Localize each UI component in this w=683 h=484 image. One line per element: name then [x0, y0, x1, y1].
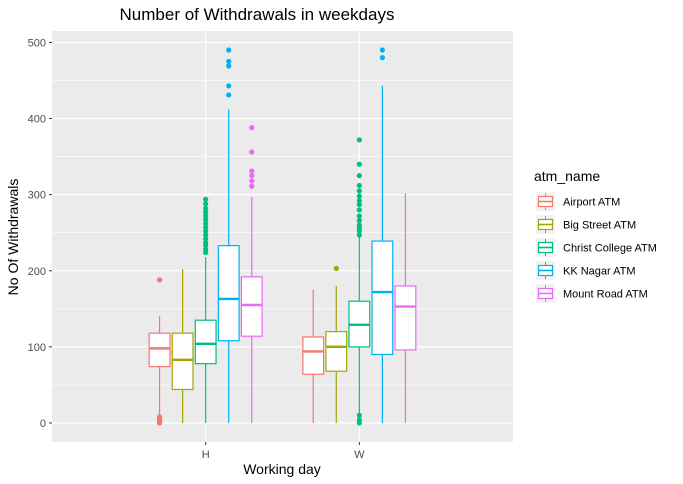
x-tick-label: W	[354, 449, 365, 461]
y-tick-label: 300	[28, 190, 46, 202]
box-christ-college-atm-H	[194, 196, 217, 423]
box-iqr	[171, 332, 194, 391]
y-tick-label: 100	[28, 342, 46, 354]
outlier-point	[356, 182, 362, 189]
outlier-point	[356, 198, 362, 204]
outlier-point	[203, 213, 209, 219]
outlier-point	[356, 188, 362, 194]
y-tick-label: 500	[28, 37, 46, 49]
box-kk-nagar-atm-W	[371, 47, 394, 423]
box-iqr	[148, 332, 171, 368]
outlier-point	[226, 63, 232, 69]
chart-title: Number of Withdrawals in weekdays	[120, 5, 395, 24]
outlier-point	[249, 125, 255, 131]
outlier-point	[203, 236, 209, 242]
box-iqr	[217, 245, 240, 342]
legend-items: Airport ATM Big Street ATM Christ College …	[536, 192, 657, 303]
outlier-point	[356, 232, 362, 238]
y-tick-label: 200	[28, 266, 46, 278]
plot-panel	[52, 31, 513, 442]
outlier-point	[249, 173, 255, 179]
legend-item: KK Nagar ATM	[536, 261, 636, 280]
legend-item: Big Street ATM	[536, 215, 636, 234]
box-iqr	[240, 276, 263, 337]
legend-item: Christ College ATM	[536, 238, 657, 257]
box-iqr	[302, 336, 325, 375]
outlier-point	[249, 183, 255, 189]
box-mount-road-atm-H	[240, 125, 263, 423]
y-axis-title: No Of Withdrawals	[5, 179, 21, 296]
box-big-street-atm-W	[325, 265, 348, 423]
box-mount-road-atm-W	[394, 193, 417, 423]
outlier-point	[356, 207, 362, 213]
outlier-point	[203, 196, 209, 202]
y-tick-label: 0	[40, 418, 46, 430]
box-christ-college-atm-W	[348, 137, 371, 426]
legend-title: atm_name	[534, 168, 600, 184]
outlier-point	[156, 277, 163, 283]
outlier-point	[379, 47, 385, 53]
outlier-point	[203, 217, 209, 223]
legend-label: KK Nagar ATM	[563, 266, 636, 278]
outlier-point	[249, 178, 255, 184]
legend-label: Airport ATM	[563, 197, 620, 209]
box-iqr	[371, 240, 394, 356]
box-layer	[148, 47, 417, 426]
outlier-point	[203, 224, 209, 230]
y-axis: 0 100 200 300 400 500	[28, 37, 52, 430]
outlier-point	[356, 412, 362, 418]
outlier-point	[203, 205, 209, 211]
outlier-point	[356, 228, 362, 234]
y-tick-label: 400	[28, 114, 46, 126]
box-iqr	[325, 331, 348, 372]
legend: atm_name Airport ATM Big Street ATM Christ…	[534, 168, 657, 303]
box-airport-atm-W	[302, 289, 325, 423]
outlier-point	[203, 220, 209, 227]
outlier-point	[379, 55, 385, 61]
outlier-point	[156, 420, 163, 426]
outlier-point	[356, 161, 362, 167]
box-iqr	[394, 285, 417, 351]
legend-item: Airport ATM	[536, 192, 620, 211]
outlier-point	[226, 83, 232, 89]
outlier-point	[203, 201, 209, 207]
outlier-point	[356, 137, 362, 143]
outlier-point	[356, 420, 362, 426]
outlier-point	[226, 47, 232, 53]
box-airport-atm-H	[148, 277, 171, 426]
outlier-point	[203, 232, 209, 238]
outlier-point	[356, 173, 362, 179]
outlier-point	[203, 249, 209, 256]
box-big-street-atm-H	[171, 269, 194, 423]
legend-item: Mount Road ATM	[536, 284, 648, 303]
outlier-point	[203, 209, 209, 215]
x-axis-title: Working day	[243, 461, 321, 477]
legend-label: Christ College ATM	[563, 243, 657, 255]
outlier-point	[249, 168, 255, 174]
outlier-point	[356, 193, 362, 199]
outlier-point	[226, 92, 232, 98]
outlier-point	[356, 217, 362, 224]
box-iqr	[194, 319, 217, 365]
x-tick-label: H	[202, 449, 210, 461]
outlier-point	[226, 58, 232, 65]
box-kk-nagar-atm-H	[217, 47, 240, 423]
outlier-point	[203, 228, 209, 234]
outlier-point	[203, 243, 209, 249]
outlier-point	[333, 265, 339, 272]
legend-label: Big Street ATM	[563, 220, 636, 232]
outlier-point	[356, 213, 362, 219]
legend-label: Mount Road ATM	[563, 289, 648, 301]
outlier-point	[356, 201, 362, 208]
outlier-point	[249, 149, 255, 155]
